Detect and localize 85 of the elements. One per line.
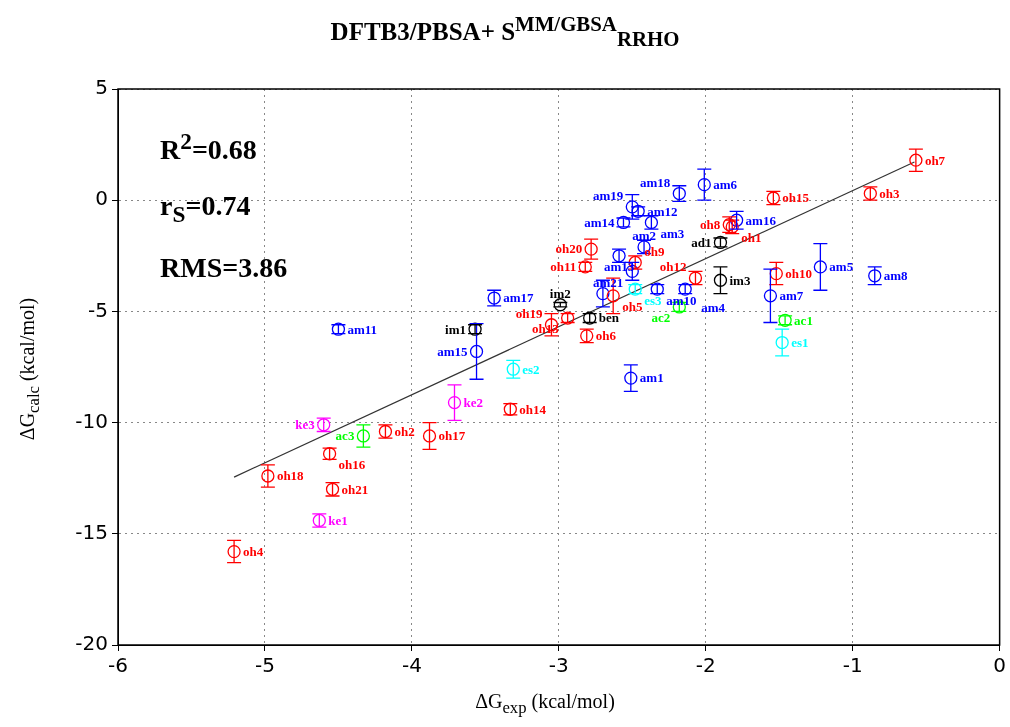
x-tick-label: -1 <box>842 653 863 678</box>
point <box>625 200 639 214</box>
data-label: oh21 <box>341 481 369 497</box>
data-label: oh11 <box>550 259 577 275</box>
point <box>763 289 778 303</box>
data-label: oh20 <box>555 241 583 257</box>
annotation: RMS=3.86 <box>160 252 288 284</box>
data-label: am5 <box>829 259 854 275</box>
point <box>606 289 620 303</box>
point <box>356 429 371 443</box>
data-label: oh6 <box>595 328 617 344</box>
data-label: am16 <box>745 212 777 228</box>
x-tick-label: -5 <box>254 653 275 678</box>
data-label: am15 <box>437 343 469 359</box>
annotation: r$_{S}$=0.74 <box>160 190 251 228</box>
data-label: ad1 <box>691 234 712 250</box>
data-label: am18 <box>639 174 671 190</box>
y-tick-label: -10 <box>75 408 108 433</box>
x-tick-label: 0 <box>993 653 1006 678</box>
data-label: oh15 <box>782 190 810 206</box>
data-label: am14 <box>584 214 615 230</box>
data-label: es3 <box>644 292 663 308</box>
data-label: oh17 <box>438 428 466 444</box>
point <box>697 177 711 192</box>
data-label: am17 <box>503 290 534 306</box>
data-label: ben <box>598 310 620 326</box>
data-label: oh4 <box>243 543 264 559</box>
data-label: im3 <box>729 272 751 288</box>
y-tick-label: -5 <box>88 297 108 322</box>
data-label: im2 <box>549 286 571 302</box>
data-label: oh8 <box>700 217 721 233</box>
point <box>553 298 567 312</box>
annotation: R$^{2}$=0.68 <box>160 128 257 167</box>
x-tick-label: -3 <box>548 653 569 678</box>
data-label: am11 <box>347 321 378 337</box>
point <box>469 344 484 359</box>
point <box>422 429 437 443</box>
data-label: am6 <box>713 176 738 192</box>
point <box>909 153 923 167</box>
x-tick-label: -2 <box>695 653 716 678</box>
data-label: ke2 <box>463 394 483 410</box>
data-label: es1 <box>791 334 809 350</box>
data-label: es2 <box>522 361 540 377</box>
point <box>813 260 828 274</box>
point <box>596 286 610 301</box>
data-label: am7 <box>779 288 804 304</box>
data-label: oh10 <box>785 265 813 281</box>
x-tick-label: -4 <box>401 653 422 678</box>
data-label: am1 <box>639 370 664 386</box>
data-label: am19 <box>592 188 624 204</box>
data-label: ke1 <box>328 512 348 528</box>
point <box>775 335 789 350</box>
data-label: ac3 <box>335 428 355 444</box>
data-label: oh14 <box>519 401 547 417</box>
data-label: oh7 <box>924 152 946 168</box>
data-label: am2 <box>632 228 656 244</box>
point <box>713 273 728 287</box>
point <box>624 371 638 385</box>
data-label: oh5 <box>622 299 643 315</box>
data-label: ac2 <box>651 310 671 326</box>
point <box>769 266 783 281</box>
data-label: am4 <box>701 299 726 315</box>
point <box>447 395 462 410</box>
data-label: im1 <box>445 321 467 337</box>
data-label: oh18 <box>276 468 305 484</box>
x-axis-title: ΔG$_{exp}$ (kcal/mol) <box>474 690 616 718</box>
data-label: oh19 <box>515 306 543 322</box>
y-tick-label: 0 <box>95 186 108 211</box>
data-label: am3 <box>660 225 685 241</box>
data-label: oh9 <box>644 243 665 259</box>
point <box>261 469 275 483</box>
x-tick-label: -6 <box>108 653 128 678</box>
point <box>227 544 241 559</box>
data-label: am10 <box>666 292 697 308</box>
data-label: oh16 <box>338 457 366 473</box>
data-label: am8 <box>883 268 909 284</box>
data-label: oh2 <box>394 423 415 439</box>
y-tick-label: -20 <box>75 631 108 656</box>
data-label: ke3 <box>295 417 316 433</box>
data-label: oh3 <box>879 185 901 201</box>
y-tick-label: -15 <box>75 520 108 544</box>
data-label: oh12 <box>659 259 687 275</box>
point <box>584 242 598 256</box>
y-tick-label: 5 <box>95 75 108 100</box>
data-label: ac1 <box>794 312 813 328</box>
